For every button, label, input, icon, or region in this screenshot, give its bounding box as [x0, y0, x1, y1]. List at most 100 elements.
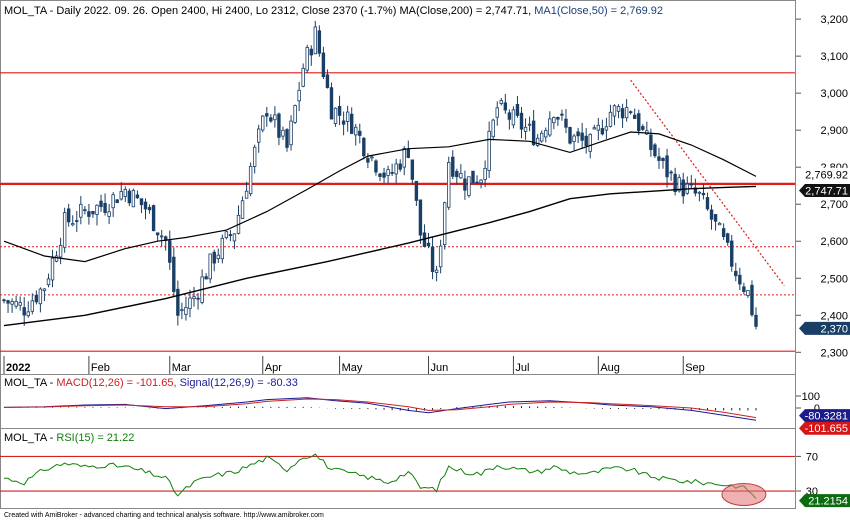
price-candle-body — [127, 190, 132, 204]
price-candle — [637, 109, 641, 136]
price-candle-body — [503, 102, 508, 111]
price-candle-body — [742, 286, 746, 292]
price-candle — [281, 126, 285, 140]
price-candle — [754, 307, 758, 330]
price-candle — [220, 234, 225, 264]
macd-title-symbol: MOL_TA — [4, 377, 48, 389]
x-tick-label: Aug — [600, 362, 620, 374]
price-candle — [426, 232, 431, 249]
price-candle-body — [354, 126, 358, 136]
price-candle-body — [515, 104, 520, 116]
price-candle-body — [653, 144, 657, 157]
price-candle-body — [135, 194, 140, 199]
price-candle-body — [159, 235, 164, 238]
price-candle-body — [746, 290, 750, 296]
price-candle-body — [313, 26, 318, 55]
price-candle-body — [2, 299, 6, 302]
ma200-value-label: 2,747.71 — [799, 184, 850, 198]
x-tick-label: Sep — [685, 362, 705, 374]
price-candle-body — [248, 165, 253, 195]
price-candle-body — [107, 211, 111, 217]
price-candle — [495, 101, 499, 126]
price-candle-body — [649, 134, 653, 150]
price-candle — [99, 194, 103, 212]
price-candle-body — [79, 203, 83, 218]
macd-y-tick-label: 0 — [814, 403, 820, 415]
price-candle-body — [475, 181, 479, 184]
price-candle — [689, 175, 694, 190]
price-candle-body — [390, 171, 394, 174]
ma50-value-label-bg — [799, 167, 850, 181]
price-candle-body — [580, 132, 584, 141]
price-candle — [568, 126, 572, 145]
price-candle — [378, 172, 382, 182]
price-candle-body — [527, 123, 532, 126]
price-candle — [273, 106, 277, 128]
price-candle — [738, 267, 742, 291]
price-y-tick-label: 2,700 — [820, 199, 848, 211]
price-candle-body — [87, 211, 91, 217]
price-candle-body — [285, 129, 289, 148]
x-tick-label: Feb — [91, 362, 110, 374]
price-candle — [394, 158, 398, 184]
price-candle — [374, 159, 378, 176]
price-candle-body — [329, 87, 334, 120]
price-candle — [62, 207, 67, 253]
price-candle-body — [402, 147, 406, 168]
price-candle — [455, 168, 459, 185]
price-candle — [418, 199, 423, 244]
price-candle-body — [459, 173, 463, 179]
price-candle-body — [71, 223, 75, 226]
price-candle-body — [624, 107, 629, 119]
price-candle — [447, 156, 451, 210]
price-candle — [309, 45, 313, 66]
price-candle — [301, 63, 305, 88]
macd-value-label: -101.655 — [799, 421, 850, 435]
price-panel-frame — [0, 0, 796, 375]
price-candle-body — [273, 114, 277, 121]
price-candle — [487, 121, 491, 178]
price-candle — [430, 236, 435, 280]
price-candle-body — [560, 113, 564, 116]
price-candle-body — [228, 234, 233, 237]
price-candle-body — [495, 107, 499, 118]
price-candle-body — [111, 194, 115, 209]
price-candle — [257, 124, 261, 153]
x-tick-label: Mar — [172, 362, 191, 374]
price-candle — [354, 123, 358, 146]
price-candle — [333, 107, 338, 127]
price-candle-body — [333, 107, 338, 124]
price-candle-body — [309, 48, 313, 56]
price-candle — [135, 190, 140, 199]
price-candle-body — [382, 172, 386, 178]
x-tick-label: Jul — [515, 362, 529, 374]
price-candle-body — [293, 105, 297, 123]
price-candle — [155, 232, 160, 242]
macd-title-macd: MACD(12,26) = -101.65, — [56, 377, 179, 389]
price-candle-body — [584, 135, 588, 147]
price-candle-body — [66, 208, 71, 223]
price-candle — [240, 196, 245, 219]
price-candle-body — [269, 117, 273, 122]
price-candle — [325, 69, 330, 89]
price-candle — [79, 196, 83, 225]
price-candle-body — [681, 179, 685, 197]
price-candle-body — [139, 198, 144, 206]
price-candle — [475, 175, 479, 184]
price-candle — [717, 221, 722, 226]
price-candle — [252, 144, 257, 174]
price-candle-body — [232, 233, 237, 242]
price-candle — [329, 82, 334, 120]
price-candle-body — [677, 177, 681, 192]
price-candle — [705, 192, 710, 211]
price-candle-body — [637, 113, 641, 132]
price-candle-body — [750, 284, 754, 316]
price-candle-body — [572, 135, 576, 142]
price-candle — [151, 204, 156, 232]
price-candle-body — [261, 115, 265, 131]
price-candle — [653, 143, 657, 158]
price-candle-body — [738, 274, 742, 285]
price-candle — [531, 110, 536, 147]
price-candle-body — [600, 128, 605, 135]
